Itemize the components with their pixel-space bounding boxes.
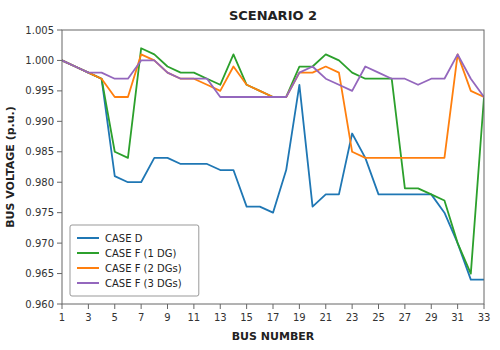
- series-line: [62, 54, 484, 97]
- x-tick: [484, 304, 485, 309]
- x-tick: [167, 304, 168, 309]
- chart: 135791113151719212325272931330.9600.9650…: [0, 0, 500, 350]
- x-axis-label: BUS NUMBER: [232, 330, 315, 343]
- x-tick-label: 5: [112, 312, 118, 323]
- y-tick-label: 0.985: [25, 146, 54, 157]
- series-line: [62, 60, 484, 279]
- x-tick: [431, 304, 432, 309]
- legend-swatch: [77, 237, 99, 239]
- y-tick-label: 0.995: [25, 85, 54, 96]
- legend: CASE D CASE F (1 DG) CASE F (2 DGs) CASE F …: [70, 225, 199, 296]
- legend-label: CASE F (3 DGs): [105, 278, 182, 289]
- series-line: [62, 54, 484, 158]
- x-tick: [246, 304, 247, 309]
- legend-label: CASE F (1 DG): [105, 248, 176, 259]
- x-tick-label: 29: [425, 312, 438, 323]
- x-tick: [114, 304, 115, 309]
- x-tick-label: 17: [267, 312, 280, 323]
- x-tick-label: 23: [346, 312, 359, 323]
- x-tick: [273, 304, 274, 309]
- x-tick-label: 33: [478, 312, 491, 323]
- legend-swatch: [77, 282, 99, 284]
- x-tick-label: 7: [138, 312, 144, 323]
- y-tick: [57, 243, 62, 244]
- x-tick: [141, 304, 142, 309]
- y-tick: [57, 273, 62, 274]
- axes: 135791113151719212325272931330.9600.9650…: [25, 25, 490, 324]
- x-tick: [325, 304, 326, 309]
- y-axis-label: BUS VOLTAGE (p.u.): [4, 106, 17, 228]
- x-tick-label: 31: [451, 312, 464, 323]
- y-tick-label: 1.000: [25, 55, 54, 66]
- y-tick-label: 1.005: [25, 25, 54, 36]
- y-tick: [57, 212, 62, 213]
- x-tick-label: 27: [399, 312, 412, 323]
- y-tick-label: 0.990: [25, 116, 54, 127]
- x-tick-label: 21: [319, 312, 332, 323]
- y-tick-label: 0.970: [25, 238, 54, 249]
- y-tick: [57, 60, 62, 61]
- y-tick-label: 0.965: [25, 268, 54, 279]
- x-tick-label: 13: [214, 312, 227, 323]
- x-tick: [404, 304, 405, 309]
- legend-box: [70, 225, 199, 296]
- y-tick: [57, 182, 62, 183]
- x-tick: [88, 304, 89, 309]
- legend-label: CASE D: [105, 233, 143, 244]
- x-tick-label: 11: [188, 312, 201, 323]
- legend-swatch: [77, 252, 99, 254]
- legend-label: CASE F (2 DGs): [105, 263, 182, 274]
- x-tick: [352, 304, 353, 309]
- legend-swatch: [77, 267, 99, 269]
- x-tick: [193, 304, 194, 309]
- x-tick-label: 3: [85, 312, 91, 323]
- plot-frame: [62, 30, 484, 304]
- chart-title: SCENARIO 2: [229, 8, 317, 23]
- x-tick-label: 19: [293, 312, 306, 323]
- y-tick: [57, 304, 62, 305]
- x-tick-label: 9: [164, 312, 170, 323]
- series-line: [62, 48, 484, 273]
- y-tick-label: 0.975: [25, 207, 54, 218]
- x-tick: [378, 304, 379, 309]
- y-tick-label: 0.980: [25, 177, 54, 188]
- x-tick-label: 15: [240, 312, 253, 323]
- x-tick-label: 1: [59, 312, 65, 323]
- y-tick: [57, 121, 62, 122]
- y-tick: [57, 151, 62, 152]
- x-tick: [220, 304, 221, 309]
- x-tick-label: 25: [372, 312, 385, 323]
- y-tick-label: 0.960: [25, 299, 54, 310]
- x-tick: [62, 304, 63, 309]
- y-tick: [57, 90, 62, 91]
- y-tick: [57, 30, 62, 31]
- plot-background: [62, 30, 484, 304]
- x-tick: [457, 304, 458, 309]
- x-tick: [299, 304, 300, 309]
